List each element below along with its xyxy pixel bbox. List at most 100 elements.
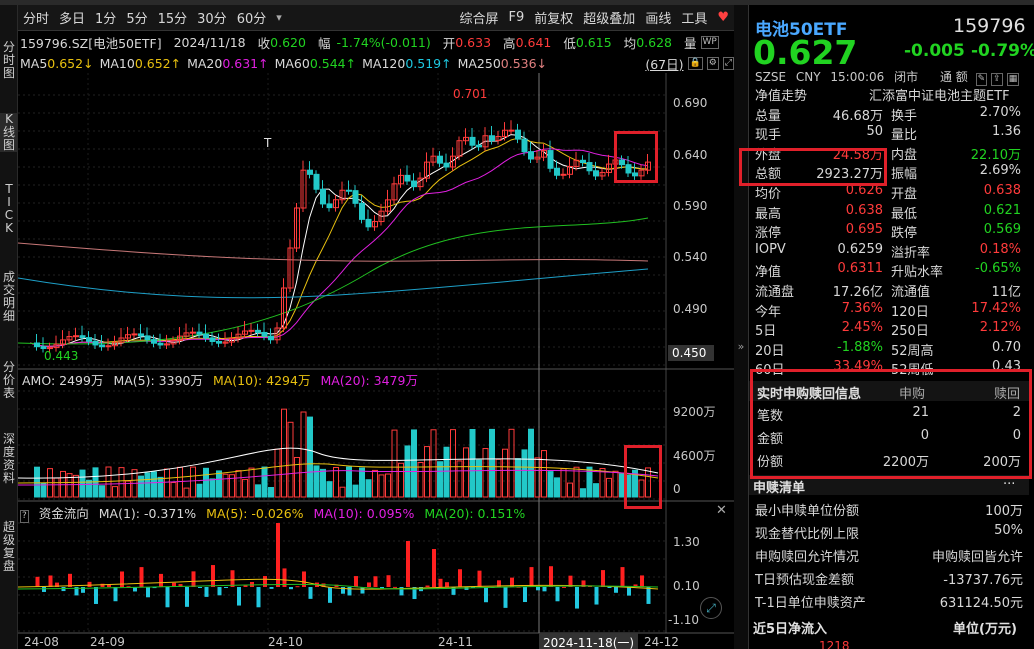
stat-value: 2.45%: [841, 320, 883, 336]
forward-adjust-button[interactable]: 前复权: [534, 12, 574, 27]
stat-label: 净值: [755, 265, 782, 281]
candle-body: [300, 169, 307, 209]
tools-button[interactable]: 工具: [681, 12, 708, 27]
period-60min[interactable]: 60分: [236, 12, 267, 27]
period-count[interactable]: (67日): [645, 56, 684, 72]
redeem-sell-value: 2: [1012, 405, 1021, 420]
candle-body: [404, 174, 411, 182]
flow5-title: 近5日净流入: [753, 622, 828, 637]
candle-body: [534, 156, 541, 160]
list-section-more[interactable]: ···: [1003, 477, 1016, 492]
flow-bar: [165, 587, 170, 608]
stat-value: 46.68万: [832, 108, 883, 124]
redeem-sell-value: 0: [1012, 428, 1021, 443]
panel-collapse-toggle[interactable]: »: [734, 5, 748, 649]
stat-value: 0.70: [992, 339, 1021, 355]
stat-label: 最低: [891, 206, 918, 222]
flow-bar: [601, 570, 605, 587]
flow-bar: [146, 587, 150, 598]
currency: CNY: [795, 70, 821, 84]
candle-body: [443, 162, 450, 168]
flow-bar: [178, 584, 183, 587]
period-intraday[interactable]: 分时: [23, 12, 50, 27]
period-15min[interactable]: 15分: [157, 12, 188, 27]
stat-row: 涨停 0.695 跌停 0.569: [749, 220, 1029, 241]
volume-bar: [430, 429, 437, 498]
last-price: 0.627: [753, 33, 858, 72]
candle-body: [34, 342, 40, 348]
candle-body: [398, 174, 404, 185]
amp-value: -1.74%(-0.011): [336, 34, 431, 50]
tab-trade-detail[interactable]: 成 交 明 细: [2, 270, 15, 323]
composite-screen-button[interactable]: 综合屏: [459, 12, 499, 27]
candle-body: [430, 155, 437, 163]
candle-body: [203, 333, 209, 339]
tab-kline[interactable]: K 线 图: [0, 113, 18, 152]
flow-bar: [113, 587, 118, 602]
volume-bar: [307, 416, 313, 498]
candle-body: [619, 159, 625, 166]
flow-bar: [224, 587, 228, 588]
stat-value: 0.626: [845, 183, 883, 198]
security-code: 159796.SZ[电池50ETF]: [20, 35, 162, 51]
kline-chart-area[interactable]: 0.690 0.640 0.590 0.540 0.490 0.450 0.70…: [17, 73, 734, 649]
candle-body: [86, 337, 92, 342]
stat-label: 250日: [891, 324, 929, 340]
candle-body: [333, 199, 339, 209]
period-more-icon[interactable]: ▾: [276, 11, 282, 24]
stat-value: -1.88%: [837, 339, 883, 355]
price-axis-label: 0.590: [673, 199, 708, 213]
stat-row: 均价 0.626 开盘 0.638: [749, 181, 1029, 202]
flow-ma20: MA(20): 0.151%: [424, 506, 526, 521]
flow-bar: [48, 575, 53, 587]
flow-bar: [68, 573, 72, 587]
candle-body: [424, 161, 430, 179]
super-overlay-button[interactable]: 超级叠加: [583, 12, 636, 27]
tab-super-review[interactable]: 超 级 复 盘: [2, 520, 15, 573]
stat-label: 今年: [755, 304, 782, 320]
volume-bar: [99, 485, 105, 498]
tab-intraday[interactable]: 分 时 图: [2, 40, 15, 80]
stat-value: 17.26亿: [832, 285, 883, 300]
amp-label: 幅: [317, 35, 331, 51]
security-code-big: 159796: [953, 15, 1026, 37]
grid-icon[interactable]: ▦: [1006, 73, 1020, 86]
period-1min[interactable]: 1分: [95, 12, 117, 27]
candle-body: [60, 339, 66, 345]
help-icon[interactable]: ?: [20, 510, 29, 523]
close-flow-icon[interactable]: ✕: [716, 503, 727, 518]
period-5min[interactable]: 5分: [126, 12, 148, 27]
draw-line-button[interactable]: 画线: [645, 12, 672, 27]
redeem-row: 金额 0 0: [749, 426, 1029, 447]
redeem-title: 实时申购赎回信息: [757, 387, 862, 402]
tab-price-table[interactable]: 分 价 表: [2, 360, 15, 400]
vol-ma5-line: [17, 447, 659, 479]
ma5-value: 0.652↓: [47, 55, 94, 71]
price-axis-label: 0.640: [673, 148, 708, 162]
wp-button[interactable]: WP: [700, 35, 719, 49]
settings-icon[interactable]: ⚙: [706, 56, 719, 70]
stat-label: 换手: [891, 108, 918, 124]
zoom-icon[interactable]: ⤢: [700, 597, 722, 619]
vol-label: 量: [683, 35, 697, 51]
tab-tick[interactable]: T I C K: [4, 182, 14, 235]
stat-label: 最高: [755, 206, 782, 222]
share-icon[interactable]: ⇪: [991, 73, 1003, 86]
volume-bar: [411, 429, 417, 498]
flow-bar: [55, 582, 59, 587]
period-30min[interactable]: 30分: [197, 12, 227, 27]
favorite-heart-icon[interactable]: ♥: [717, 10, 729, 25]
tab-deep-info[interactable]: 深 度 资 料: [2, 432, 15, 485]
volume-bar: [346, 466, 352, 498]
volume-bar: [521, 449, 528, 498]
expand-icon[interactable]: ⤢: [722, 56, 734, 70]
lock-icon[interactable]: 🔒: [687, 56, 703, 70]
volume-bar: [92, 467, 99, 498]
volume-bar: [593, 483, 599, 498]
period-multiday[interactable]: 多日: [59, 12, 86, 27]
market: SZSE: [755, 70, 787, 84]
edit-icon[interactable]: ✎: [975, 73, 988, 86]
candle-body: [352, 190, 359, 204]
f9-button[interactable]: F9: [508, 10, 525, 25]
list-label: 现金替代比例上限: [755, 527, 860, 542]
